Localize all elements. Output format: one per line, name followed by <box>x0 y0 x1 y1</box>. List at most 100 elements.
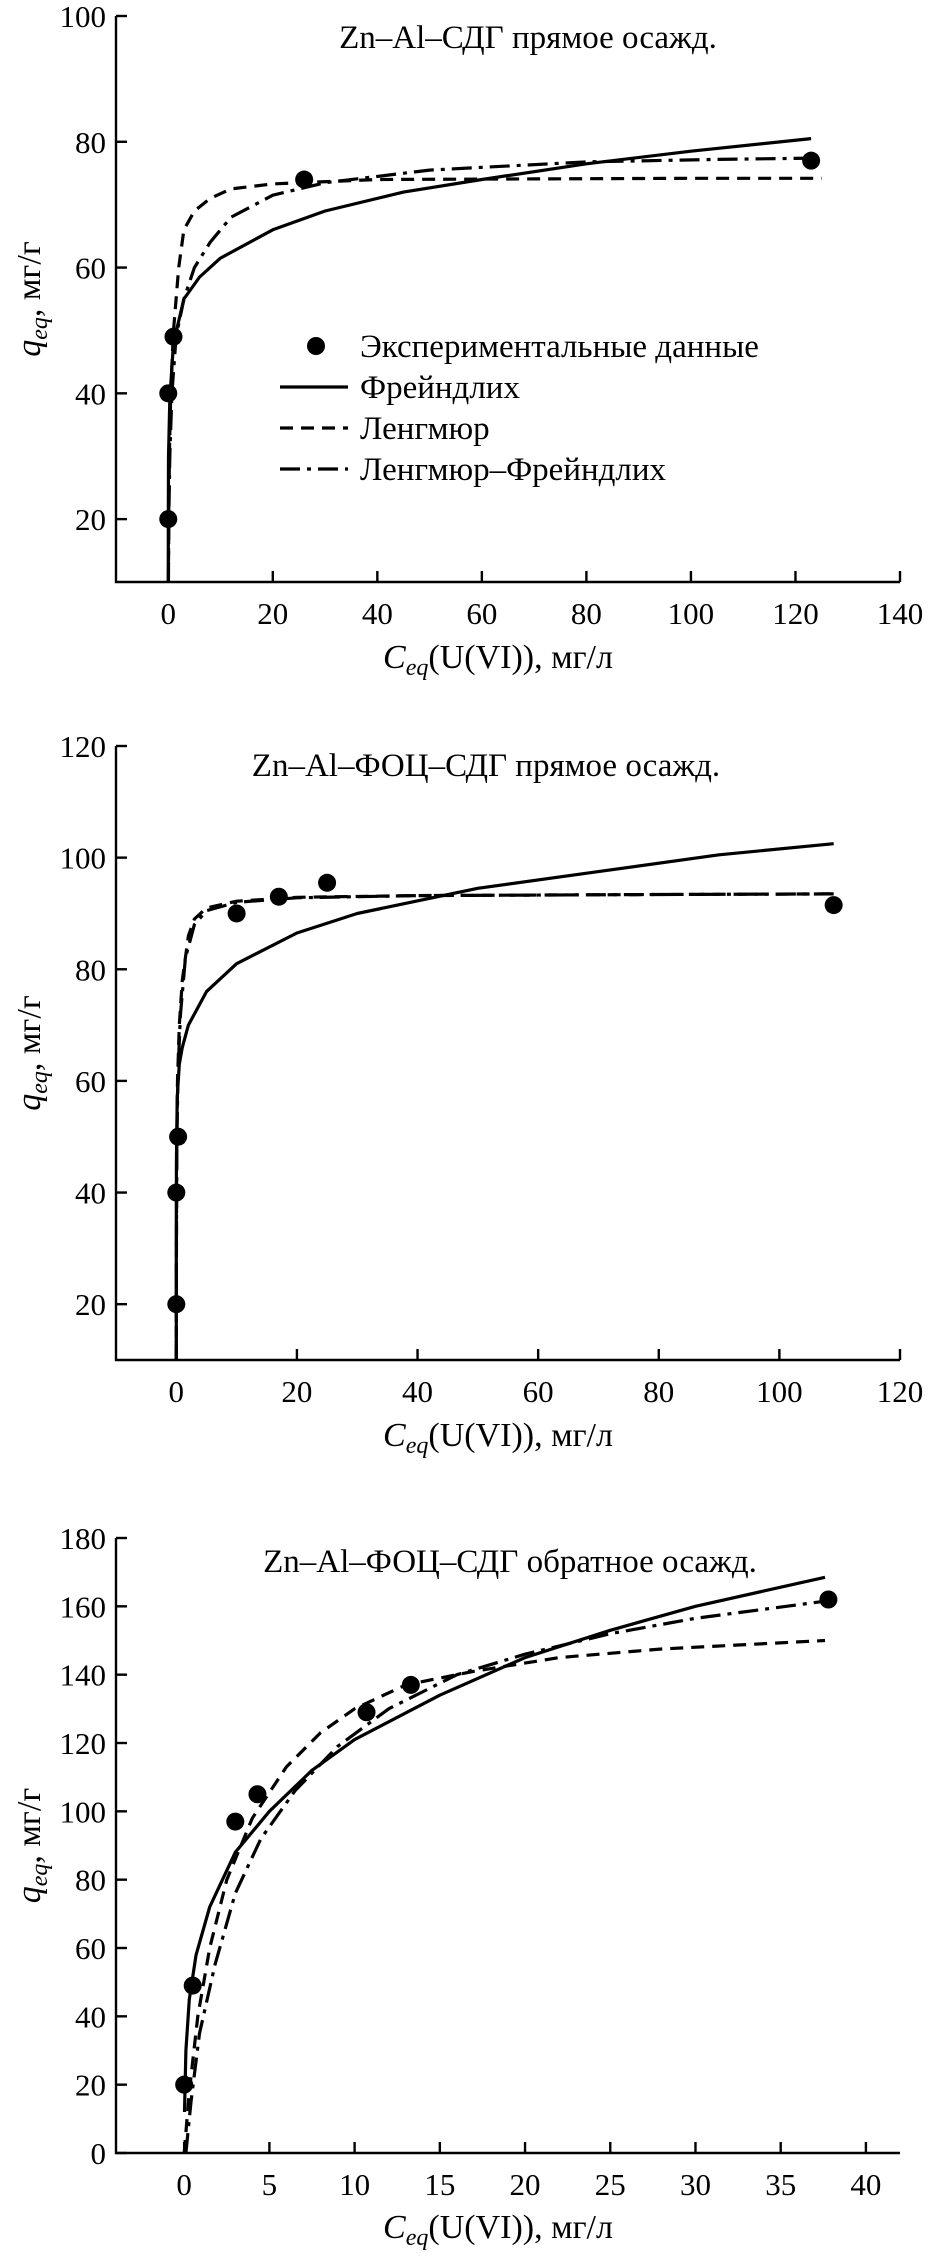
x-axis-label-var: C <box>383 639 406 676</box>
y-tick-label: 100 <box>60 841 107 876</box>
axis-lines <box>114 746 900 1362</box>
series-line-dashdot <box>166 156 817 583</box>
data-point <box>824 896 843 915</box>
series-line-dashed <box>182 1638 826 2154</box>
data-point <box>295 170 314 189</box>
legend-label: Экспериментальные данные <box>360 329 759 365</box>
x-tick-label: 40 <box>402 1374 433 1409</box>
x-tick-label: 20 <box>510 2167 541 2202</box>
data-point <box>167 1295 186 1314</box>
x-axis-label-rest: (U(VI)), мг/л <box>428 2209 613 2246</box>
series-line-solid <box>182 1575 826 2113</box>
x-axis-label-rest: (U(VI)), мг/л <box>428 1417 613 1454</box>
x-tick-label: 100 <box>668 596 715 631</box>
series-line-dashdot <box>184 1599 826 2154</box>
y-tick-label: 20 <box>75 502 106 537</box>
y-tick-label: 80 <box>75 125 106 160</box>
legend-marker-dot <box>307 337 325 355</box>
data-point <box>169 1127 188 1146</box>
x-tick-label: 60 <box>523 1374 554 1409</box>
y-axis-label-rest: , мг/г <box>11 1788 48 1864</box>
y-tick-label: 160 <box>60 1589 107 1624</box>
y-tick-label: 0 <box>91 2136 107 2171</box>
y-axis-label-var: q <box>11 1094 48 1111</box>
x-tick-label: 5 <box>262 2167 278 2202</box>
axis-lines <box>114 1538 900 2155</box>
data-point <box>164 327 183 346</box>
series-line-solid <box>174 842 834 1360</box>
x-tick-label: 80 <box>571 596 602 631</box>
x-tick-label: 60 <box>466 596 497 631</box>
x-tick-label: 0 <box>161 596 177 631</box>
x-tick-label: 0 <box>176 2167 192 2202</box>
data-point <box>269 887 288 906</box>
data-point <box>819 1590 838 1609</box>
y-tick-label: 40 <box>75 376 106 411</box>
data-point <box>401 1675 420 1694</box>
y-axis-label-sub: eq <box>27 1071 53 1094</box>
data-point <box>318 873 337 892</box>
x-axis-label: Ceq(U(VI)), мг/л <box>383 639 613 681</box>
x-axis-label-var: C <box>383 2209 406 2246</box>
y-axis-label-rest: , мг/г <box>11 995 48 1071</box>
y-tick-label: 120 <box>60 1726 107 1761</box>
y-axis-label-var: q <box>11 1886 48 1903</box>
y-axis-label-sub: eq <box>27 1864 53 1887</box>
legend-label: Ленгмюр–Фрейндлих <box>360 452 667 488</box>
x-tick-label: 40 <box>850 2167 881 2202</box>
chart-title: Zn–Al–СДГ прямое осажд. <box>339 20 717 56</box>
y-axis-label: qeq, мг/г <box>11 995 53 1111</box>
y-axis-label: qeq, мг/г <box>11 241 53 357</box>
x-tick-label: 20 <box>281 1374 312 1409</box>
y-tick-label: 120 <box>60 729 107 764</box>
x-axis-label: Ceq(U(VI)), мг/л <box>383 1417 613 1459</box>
x-axis-label-var: C <box>383 1417 406 1454</box>
y-tick-label: 100 <box>60 1794 107 1829</box>
y-tick-label: 140 <box>60 1658 107 1693</box>
axis-lines <box>114 16 900 584</box>
data-point <box>802 151 821 170</box>
y-tick-label: 60 <box>75 1931 106 1966</box>
x-tick-label: 120 <box>877 1374 924 1409</box>
x-axis-label-sub: eq <box>406 2225 429 2251</box>
data-point <box>227 904 246 923</box>
data-point <box>159 384 178 403</box>
y-tick-label: 180 <box>60 1521 107 1556</box>
x-tick-label: 120 <box>772 596 819 631</box>
y-axis-label: qeq, мг/г <box>11 1788 53 1904</box>
x-tick-label: 15 <box>424 2167 455 2202</box>
y-tick-label: 80 <box>75 952 106 987</box>
legend-label: Ленгмюр <box>360 411 490 447</box>
y-tick-label: 40 <box>75 1176 106 1211</box>
data-point <box>183 1976 202 1995</box>
y-axis-label-sub: eq <box>27 317 53 340</box>
data-point <box>357 1703 376 1722</box>
x-tick-label: 20 <box>257 596 288 631</box>
y-tick-label: 100 <box>60 0 107 34</box>
series-line-dashdot <box>174 892 834 1361</box>
y-tick-label: 20 <box>75 2068 106 2103</box>
legend: Экспериментальные данные Фрейндлих Ленгмюр… <box>280 329 759 488</box>
x-tick-label: 40 <box>362 596 393 631</box>
x-tick-label: 30 <box>680 2167 711 2202</box>
data-point <box>167 1183 186 1202</box>
y-tick-label: 40 <box>75 1999 106 2034</box>
y-tick-label: 80 <box>75 1863 106 1898</box>
y-axis-label-var: q <box>11 340 48 357</box>
data-point <box>248 1785 267 1804</box>
x-tick-label: 35 <box>765 2167 796 2202</box>
x-tick-label: 10 <box>339 2167 370 2202</box>
y-tick-label: 20 <box>75 1287 106 1322</box>
x-axis-label: Ceq(U(VI)), мг/л <box>383 2209 613 2251</box>
y-axis-label-rest: , мг/г <box>11 241 48 317</box>
chart-panel-2: 20 40 60 80 100 120 0 20 40 60 80 100 120 Zn–Al–ФОЦ–С… <box>11 729 923 1459</box>
legend-label: Фрейндлих <box>360 370 520 406</box>
data-point <box>175 2075 194 2094</box>
x-tick-label: 140 <box>877 596 924 631</box>
x-tick-label: 25 <box>595 2167 626 2202</box>
series-line-dashed <box>174 892 834 1361</box>
x-tick-label: 80 <box>643 1374 674 1409</box>
y-tick-label: 60 <box>75 251 106 286</box>
x-axis-label-rest: (U(VI)), мг/л <box>428 639 613 676</box>
